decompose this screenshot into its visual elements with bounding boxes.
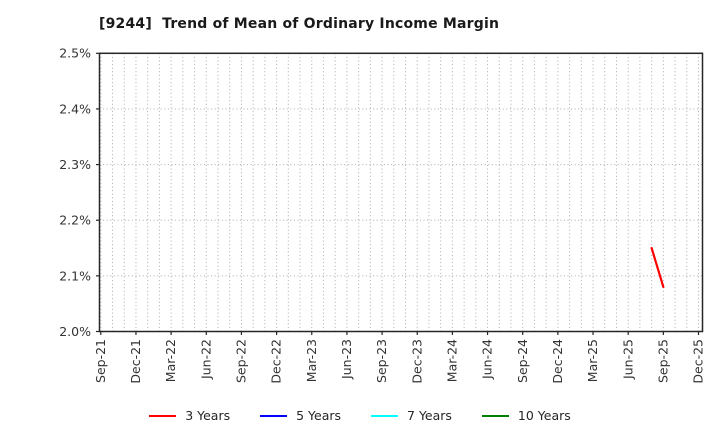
y-tick-label: 2.3% xyxy=(59,157,91,172)
y-tick-label: 2.5% xyxy=(59,46,91,61)
legend-label-5-years: 5 Years xyxy=(296,407,342,423)
legend: 3 Years 5 Years 7 Years 10 Years xyxy=(0,405,720,427)
legend-line-sample-5-years xyxy=(260,414,288,418)
x-tick-label: Sep-25 xyxy=(655,339,670,383)
x-tick-label: Dec-21 xyxy=(128,339,143,384)
x-tick-label: Dec-23 xyxy=(409,339,424,384)
legend-label-10-years: 10 Years xyxy=(517,407,571,423)
legend-item-7-years: 7 Years xyxy=(371,407,452,423)
x-tick-label: Sep-24 xyxy=(515,339,530,383)
x-tick-label: Sep-21 xyxy=(93,339,108,383)
y-tick-label: 2.0% xyxy=(59,324,91,339)
chart-title: [9244] Trend of Mean of Ordinary Income … xyxy=(99,16,500,32)
y-tick-label: 2.1% xyxy=(59,268,91,283)
legend-item-3-years: 3 Years xyxy=(149,407,231,423)
x-tick-label: Jun-23 xyxy=(339,339,354,380)
x-tick-label: Dec-22 xyxy=(269,339,284,384)
x-tick-label: Dec-25 xyxy=(691,339,706,384)
plot-border xyxy=(98,52,704,333)
x-tick-label: Sep-23 xyxy=(374,339,389,383)
legend-item-5-years: 5 Years xyxy=(260,407,342,423)
legend-item-10-years: 10 Years xyxy=(481,407,571,423)
x-tick-label: Jun-24 xyxy=(480,339,495,380)
x-tick-label: Sep-22 xyxy=(234,339,249,383)
x-tick-label: Dec-24 xyxy=(550,339,565,384)
x-tick-label: Mar-22 xyxy=(163,339,178,382)
x-tick-label: Jun-22 xyxy=(198,339,213,380)
legend-line-sample-10-years xyxy=(481,414,509,418)
y-tick-label: 2.4% xyxy=(59,101,91,116)
legend-label-7-years: 7 Years xyxy=(407,407,452,423)
legend-label-3-years: 3 Years xyxy=(185,407,231,423)
x-tick-label: Mar-25 xyxy=(585,339,600,382)
y-tick-label: 2.2% xyxy=(59,213,91,228)
legend-line-sample-3-years xyxy=(149,414,177,418)
x-tick-label: Mar-23 xyxy=(304,339,319,382)
x-tick-label: Mar-24 xyxy=(445,339,460,382)
legend-line-sample-7-years xyxy=(371,414,399,418)
x-tick-label: Jun-25 xyxy=(620,339,635,380)
series-line-3-years xyxy=(650,246,665,289)
